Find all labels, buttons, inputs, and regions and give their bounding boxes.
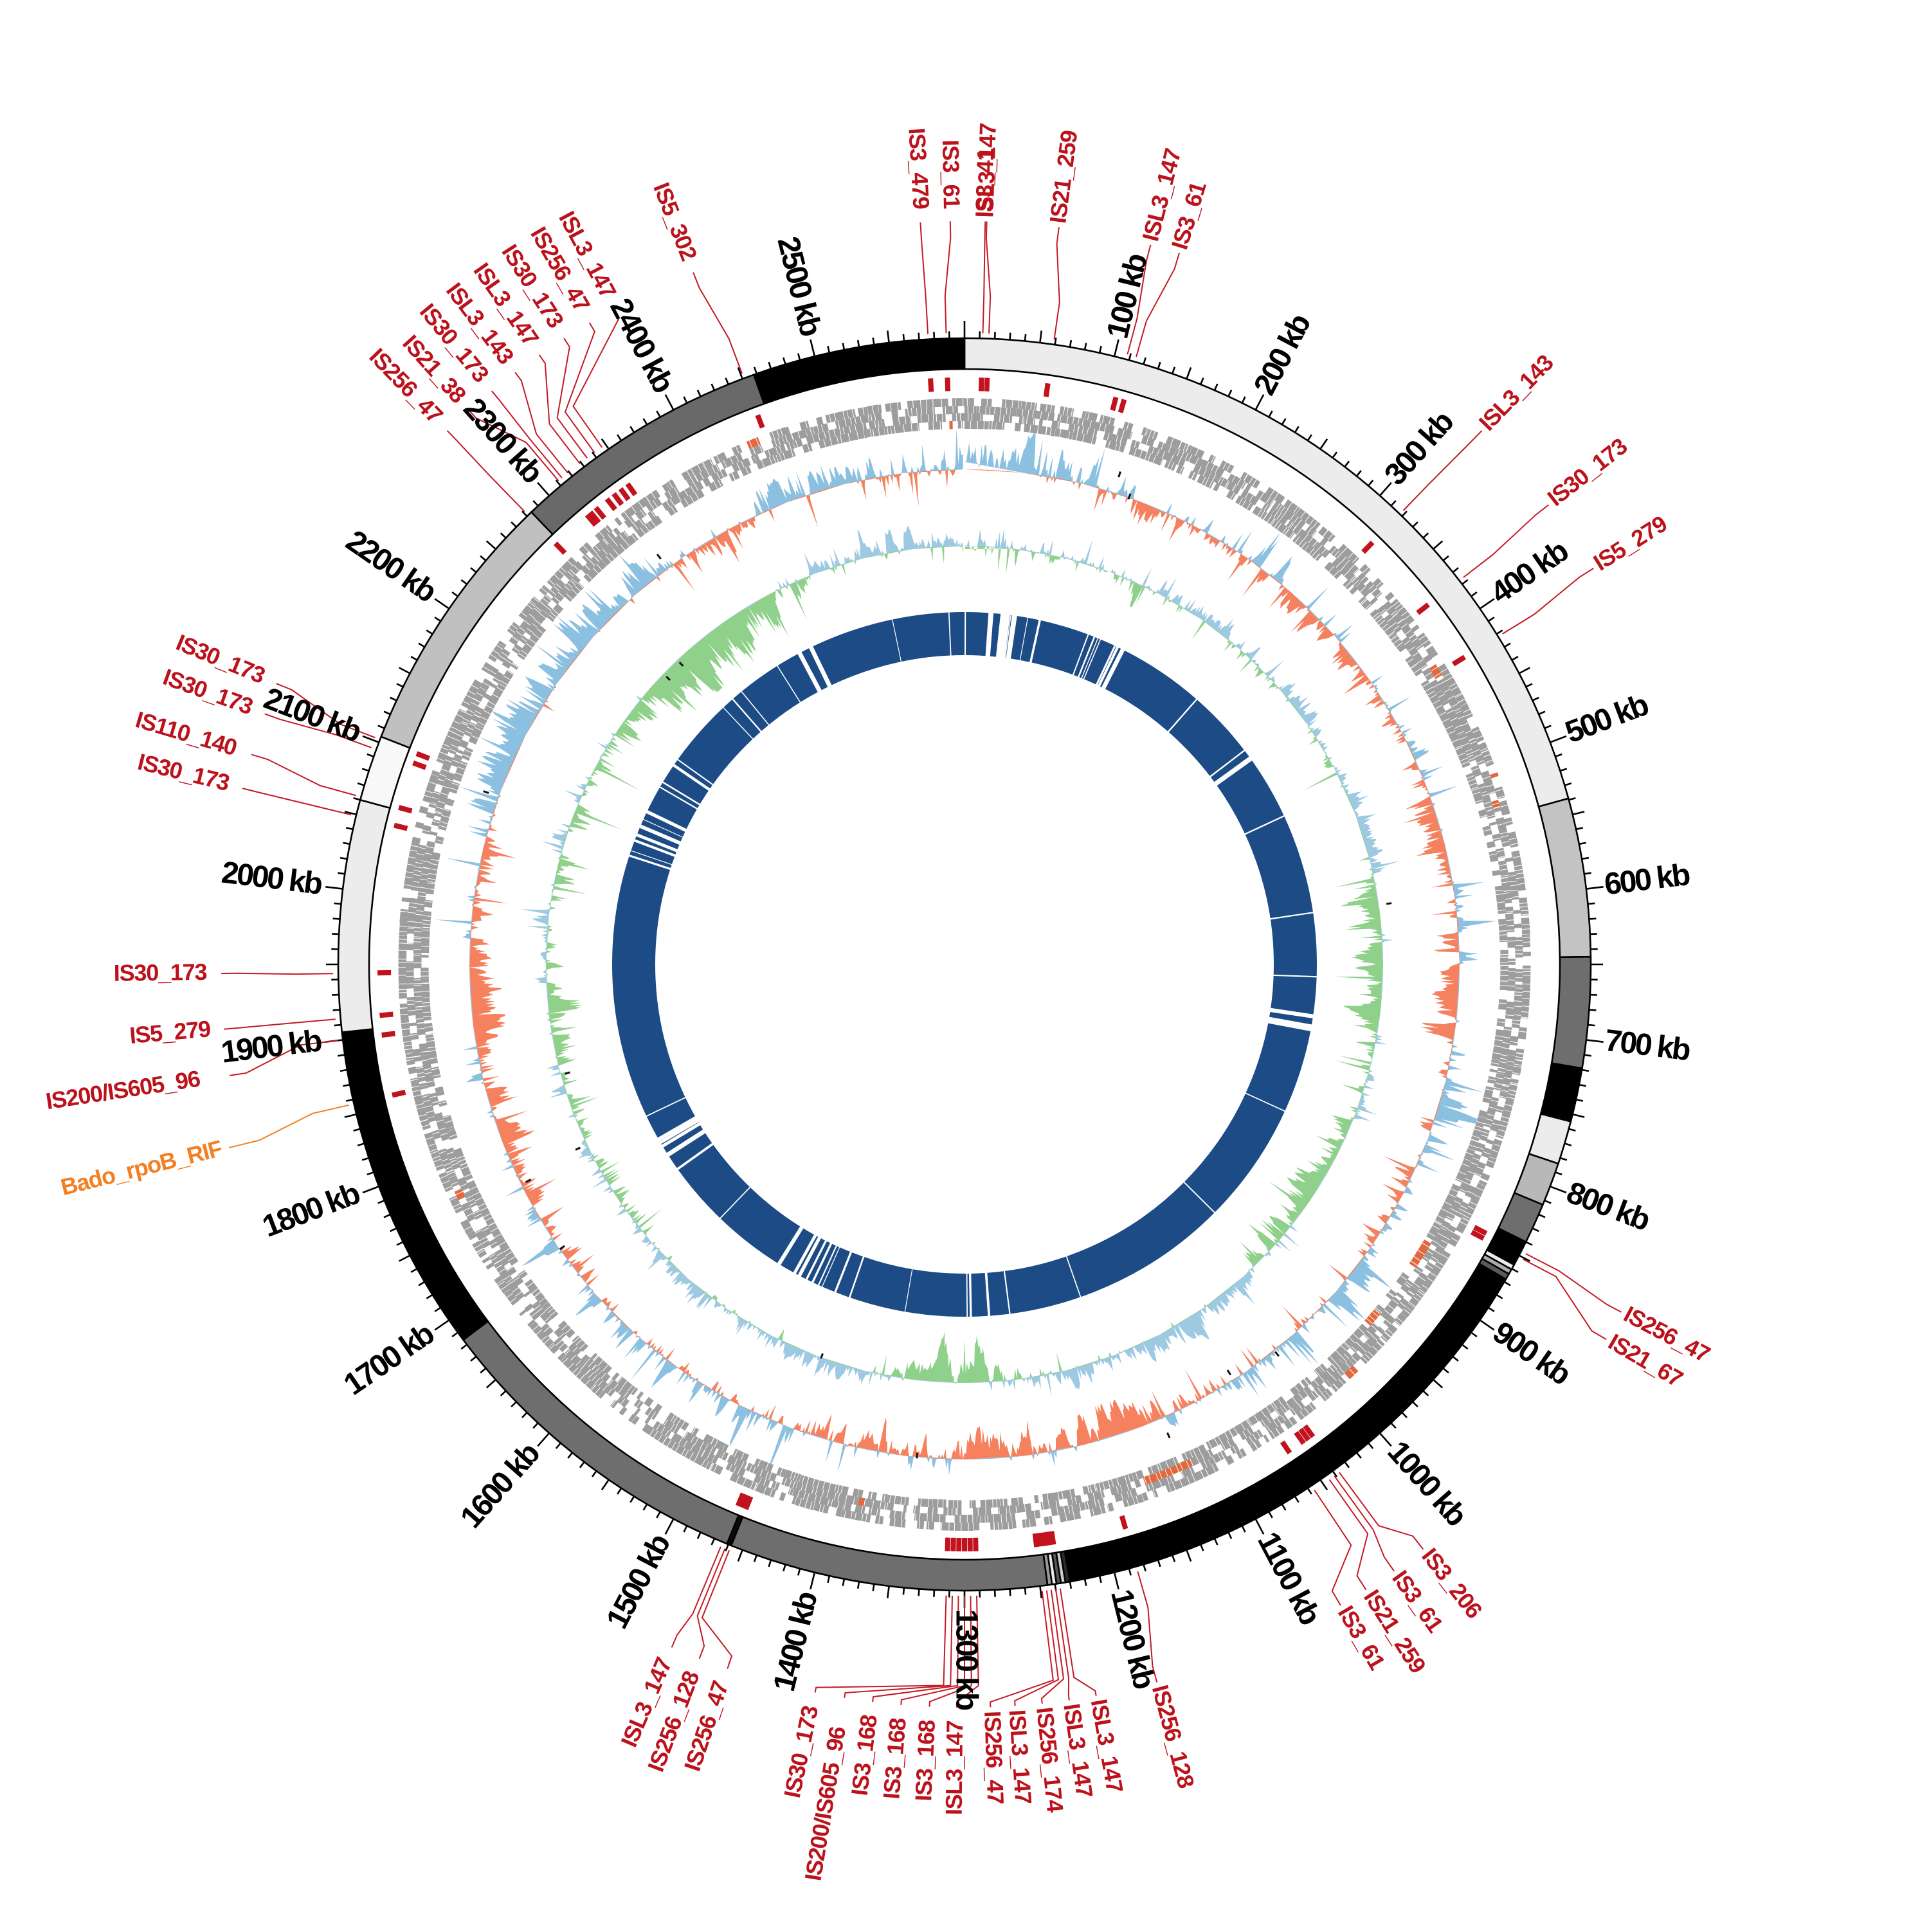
svg-text:IS3_61: IS3_61 xyxy=(937,140,965,210)
svg-text:ISL3_147: ISL3_147 xyxy=(1004,1709,1037,1805)
svg-text:ISL3_147: ISL3_147 xyxy=(972,123,1001,218)
svg-text:IS256_47: IS256_47 xyxy=(979,1710,1009,1804)
svg-text:ISL3_147: ISL3_147 xyxy=(941,1720,968,1815)
svg-text:IS3_41: IS3_41 xyxy=(970,148,999,218)
svg-text:1300 kb: 1300 kb xyxy=(949,1609,983,1710)
svg-text:IS3_168: IS3_168 xyxy=(910,1720,940,1802)
svg-text:IS3_479: IS3_479 xyxy=(903,127,934,210)
svg-text:IS30_173: IS30_173 xyxy=(114,959,207,986)
